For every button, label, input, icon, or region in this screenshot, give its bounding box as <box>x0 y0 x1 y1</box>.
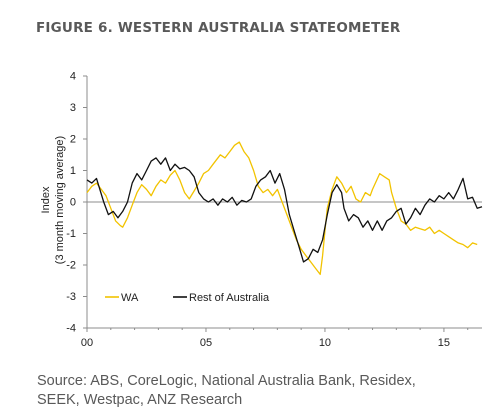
x-tick-label: 05 <box>200 337 212 349</box>
chart-title: FIGURE 6. WESTERN AUSTRALIA STATEOMETER <box>36 20 401 36</box>
legend-label-rest-of-australia: Rest of Australia <box>189 292 270 304</box>
y-tick-label: -1 <box>66 228 76 240</box>
source-line-1: Source: ABS, CoreLogic, National Austral… <box>37 373 416 389</box>
y-axis-label-sub: (3 month moving average) <box>54 136 66 264</box>
y-tick-label: 0 <box>70 197 76 209</box>
y-tick-label: -4 <box>66 323 76 335</box>
source-note: Source: ABS, CoreLogic, National Austral… <box>37 372 416 410</box>
y-tick-label: -3 <box>66 291 76 303</box>
y-axis-label: Index <box>40 186 52 213</box>
x-tick-label: 10 <box>319 337 331 349</box>
series-line-rest-of-australia <box>86 157 483 263</box>
source-line-2: SEEK, Westpac, ANZ Research <box>37 392 243 408</box>
y-tick-label: 4 <box>70 71 76 83</box>
y-tick-label: 3 <box>70 102 76 114</box>
x-tick-label: 15 <box>438 337 450 349</box>
y-tick-label: 1 <box>70 165 76 177</box>
x-tick-label: 00 <box>81 337 93 349</box>
series-line-wa <box>86 141 478 276</box>
y-tick-label: -2 <box>66 260 76 272</box>
legend-label-wa: WA <box>121 292 139 304</box>
y-tick-label: 2 <box>70 134 76 146</box>
chart-series <box>86 141 483 276</box>
chart-legend: WA Rest of Australia <box>105 292 270 304</box>
